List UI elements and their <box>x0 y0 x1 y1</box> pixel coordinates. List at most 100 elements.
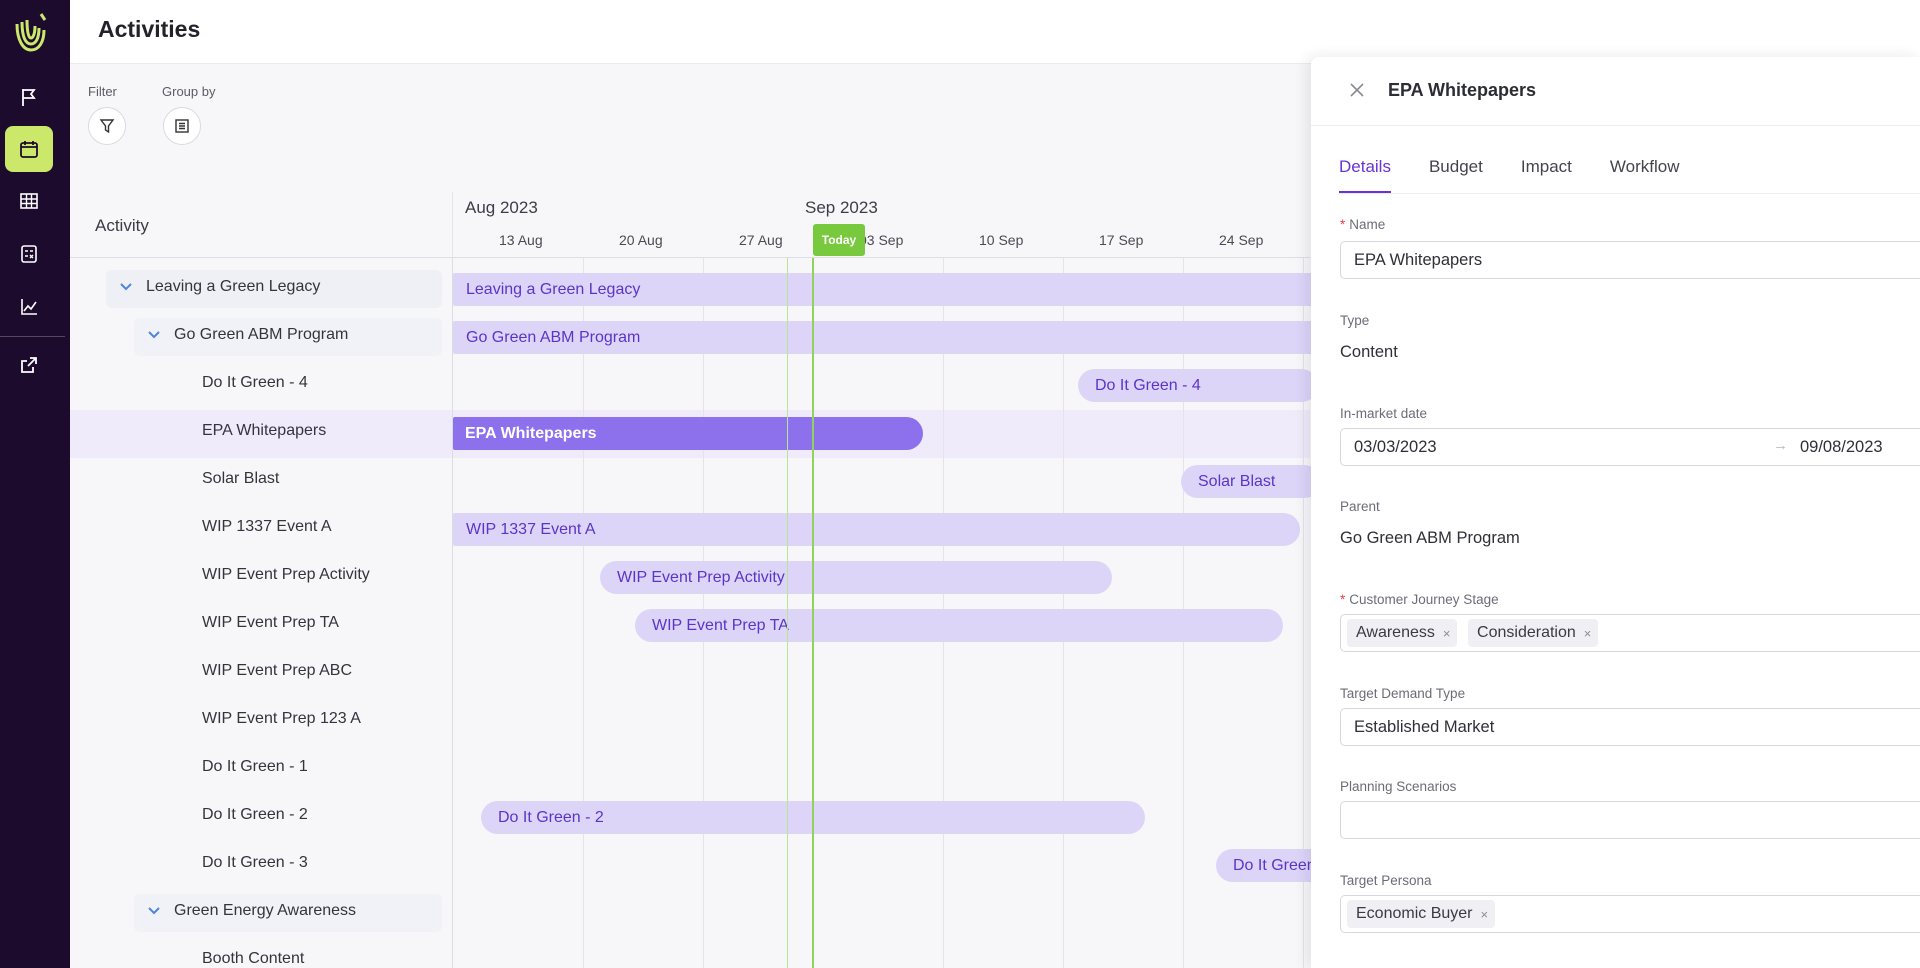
gantt-row[interactable]: Do It Green - 1 <box>70 746 1310 794</box>
gantt-row[interactable]: WIP 1337 Event A <box>70 506 1310 554</box>
timeline-header: Aug 2023 Sep 2023 13 Aug 20 Aug 27 Aug 0… <box>452 192 1310 258</box>
parent-field-label: Parent <box>1340 499 1380 514</box>
week-label: 24 Sep <box>1219 232 1264 248</box>
gantt-bar[interactable]: Solar Blast <box>1181 465 1321 498</box>
activity-label: WIP 1337 Event A <box>202 518 332 535</box>
remove-tag-icon[interactable]: × <box>1442 625 1451 641</box>
target-demand-type-label: Target Demand Type <box>1340 686 1466 701</box>
gantt-bar-selected[interactable]: EPA Whitepapers <box>453 417 923 450</box>
gantt-row[interactable]: WIP Event Prep Activity <box>70 554 1310 602</box>
chevron-down-icon[interactable] <box>146 903 162 919</box>
group-by-label: Group by <box>162 84 216 99</box>
panel-tabs: Details Budget Impact Workflow <box>1339 157 1717 193</box>
gantt-row[interactable]: Do It Green - 3 <box>70 842 1310 890</box>
page-title: Activities <box>98 16 201 42</box>
details-panel: EPA Whitepapers Details Budget Impact Wo… <box>1311 57 1920 968</box>
activity-label: Do It Green - 3 <box>202 854 308 871</box>
target-persona-select[interactable]: Economic Buyer × <box>1340 895 1920 933</box>
gantt-row[interactable]: Go Green ABM Program <box>70 314 1310 362</box>
left-rail <box>0 0 70 968</box>
tab-budget[interactable]: Budget <box>1428 157 1483 176</box>
gantt-bar[interactable]: WIP 1337 Event A <box>453 513 1300 546</box>
group-by-button[interactable] <box>163 107 201 145</box>
activity-column-header: Activity <box>70 192 452 258</box>
panel-title: EPA Whitepapers <box>1388 80 1537 100</box>
gantt-chart: Activity Aug 2023 Sep 2023 13 Aug 20 Aug… <box>70 192 1310 968</box>
week-label: 17 Sep <box>1099 232 1144 248</box>
nav-campaigns-flag-icon[interactable] <box>5 74 53 120</box>
arrow-right-icon: → <box>1773 437 1788 454</box>
activity-label: Go Green ABM Program <box>174 326 349 343</box>
panel-header-divider <box>1311 125 1920 126</box>
nav-table-icon[interactable] <box>5 178 53 224</box>
remove-tag-icon[interactable]: × <box>1583 625 1592 641</box>
month-label: Aug 2023 <box>465 198 538 217</box>
gantt-row[interactable]: Green Energy Awareness <box>70 890 1310 938</box>
gantt-row[interactable]: WIP Event Prep 123 A <box>70 698 1310 746</box>
persona-tag: Economic Buyer × <box>1347 900 1496 928</box>
planning-scenarios-select[interactable] <box>1340 801 1920 839</box>
date-start[interactable]: 03/03/2023 <box>1354 438 1437 456</box>
remove-tag-icon[interactable]: × <box>1480 906 1489 922</box>
gantt-row[interactable]: WIP Event Prep ABC <box>70 650 1310 698</box>
gantt-row[interactable]: Do It Green - 4 <box>70 362 1310 410</box>
group-row-bg <box>134 894 442 932</box>
filter-label: Filter <box>88 84 117 99</box>
nav-analytics-chart-icon[interactable] <box>5 284 53 330</box>
close-icon[interactable] <box>1349 82 1365 98</box>
name-field-label: * Name <box>1340 217 1386 232</box>
gantt-row[interactable]: Do It Green - 2 <box>70 794 1310 842</box>
activity-label: Do It Green - 2 <box>202 806 308 823</box>
week-label: 03 Sep <box>859 232 904 248</box>
month-label: Sep 2023 <box>805 198 878 217</box>
month-boundary-line <box>787 258 788 968</box>
activity-label: EPA Whitepapers <box>202 422 327 439</box>
activity-label: WIP Event Prep ABC <box>202 662 352 679</box>
activity-header-label: Activity <box>95 216 149 235</box>
chevron-down-icon[interactable] <box>146 327 162 343</box>
week-label: 13 Aug <box>499 232 543 248</box>
activity-label: Leaving a Green Legacy <box>146 278 321 295</box>
today-line <box>812 258 814 968</box>
tab-details[interactable]: Details <box>1339 157 1391 193</box>
filter-button[interactable] <box>88 107 126 145</box>
parent-value: Go Green ABM Program <box>1340 529 1520 547</box>
filter-control: Filter <box>88 84 126 145</box>
nav-external-link-icon[interactable] <box>5 342 53 388</box>
name-input[interactable]: EPA Whitepapers <box>1340 241 1920 279</box>
chevron-down-icon[interactable] <box>118 279 134 295</box>
gantt-bar[interactable]: WIP Event Prep TA <box>635 609 1283 642</box>
gantt-bar[interactable]: Do It Green - 4 <box>1078 369 1318 402</box>
gantt-row[interactable]: Solar Blast <box>70 458 1310 506</box>
activity-label: Do It Green - 1 <box>202 758 308 775</box>
type-field-label: Type <box>1340 313 1370 328</box>
group-row-bg <box>134 318 442 356</box>
date-end[interactable]: 09/08/2023 <box>1800 438 1883 456</box>
customer-journey-stage-select[interactable]: Awareness × Consideration × <box>1340 614 1920 652</box>
nav-calendar-icon[interactable] <box>5 126 53 172</box>
week-label: 20 Aug <box>619 232 663 248</box>
gantt-bar[interactable]: WIP Event Prep Activity <box>600 561 1112 594</box>
gantt-row[interactable]: Leaving a Green Legacy <box>70 266 1310 314</box>
gantt-row[interactable]: Booth Content <box>70 938 1310 968</box>
nav-calculator-icon[interactable] <box>5 231 53 277</box>
activity-label: WIP Event Prep 123 A <box>202 710 361 727</box>
in-market-date-label: In-market date <box>1340 406 1428 421</box>
gantt-row[interactable]: WIP Event Prep TA <box>70 602 1310 650</box>
required-asterisk: * <box>1340 217 1346 232</box>
customer-journey-stage-label: * Customer Journey Stage <box>1340 592 1499 607</box>
in-market-date-range[interactable]: 03/03/2023 → 09/08/2023 <box>1340 428 1920 466</box>
app-logo-icon[interactable] <box>11 10 49 54</box>
tab-workflow[interactable]: Workflow <box>1609 157 1680 176</box>
target-demand-type-select[interactable]: Established Market <box>1340 708 1920 746</box>
today-marker[interactable]: Today <box>813 224 865 256</box>
rail-divider <box>0 336 65 337</box>
tab-impact[interactable]: Impact <box>1520 157 1572 176</box>
planning-scenarios-label: Planning Scenarios <box>1340 779 1457 794</box>
activity-label: WIP Event Prep TA <box>202 614 339 631</box>
stage-tag: Consideration × <box>1468 619 1599 647</box>
gantt-bar[interactable]: Go Green ABM Program <box>453 321 1313 354</box>
type-value: Content <box>1340 343 1398 361</box>
gantt-bar[interactable]: Leaving a Green Legacy <box>453 273 1313 306</box>
activity-label: Solar Blast <box>202 470 280 487</box>
